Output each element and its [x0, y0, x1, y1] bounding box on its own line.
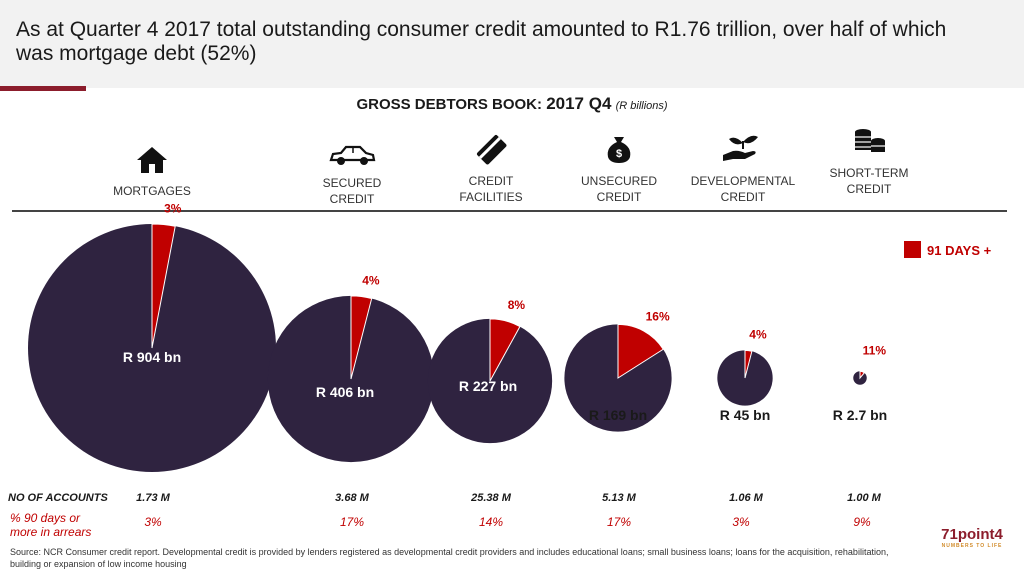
legend-label: 91 DAYS + — [927, 243, 992, 258]
arrears-cell: 17% — [339, 515, 365, 529]
chart-title-period: 2017 Q4 — [546, 94, 612, 113]
category-mortgages: MORTGAGES — [87, 145, 217, 199]
category-unsecured-line2: CREDIT — [596, 190, 642, 204]
arrears-pct-label: 11% — [863, 343, 887, 357]
chart-title-main: GROSS DEBTORS BOOK: — [356, 96, 543, 113]
category-secured-line1: SECURED — [322, 176, 382, 190]
pie-arrears-slice — [744, 349, 753, 379]
category-mortgages-line1: MORTGAGES — [113, 184, 191, 198]
accent-bar — [0, 86, 86, 91]
arrears-pct-label: 4% — [749, 328, 767, 342]
svg-text:$: $ — [616, 148, 622, 160]
hand-plant-icon — [723, 135, 758, 161]
category-unsecured-line1: UNSECURED — [580, 174, 657, 188]
category-unsecured: $ UNSECURED CREDIT — [554, 133, 684, 205]
book-total-label: R 169 bn — [589, 407, 647, 423]
money-bag-icon: $ — [607, 137, 631, 163]
house-icon — [137, 147, 167, 173]
category-secured: SECURED CREDIT — [287, 145, 417, 207]
coins-icon — [855, 129, 885, 152]
chart-title: GROSS DEBTORS BOOK: 2017 Q4 (R billions) — [0, 94, 1024, 114]
category-developmental: DEVELOPMENTAL CREDIT — [678, 133, 808, 205]
header-divider — [12, 210, 1007, 212]
car-icon — [329, 145, 376, 165]
arrears-cell: 3% — [144, 515, 162, 529]
category-shortterm: SHORT-TERM CREDIT — [804, 127, 934, 197]
category-developmental-line1: DEVELOPMENTAL — [690, 174, 796, 188]
accounts-cell: 5.13 M — [602, 492, 636, 504]
category-shortterm-line2: CREDIT — [846, 182, 892, 196]
book-total-label: R 2.7 bn — [833, 407, 887, 423]
legend-swatch — [904, 241, 921, 258]
arrears-pct-label: 8% — [508, 298, 526, 312]
arrears-cell: 17% — [606, 515, 632, 529]
arrears-cell: 14% — [478, 515, 504, 529]
arrears-cell: 9% — [853, 515, 871, 529]
accounts-cell: 1.73 M — [136, 492, 170, 504]
logo-name: 71point4 — [941, 526, 1003, 543]
pie-arrears-slice — [350, 295, 373, 380]
book-total-label: R 45 bn — [720, 407, 771, 423]
book-total-label: R 406 bn — [316, 384, 374, 400]
category-shortterm-line1: SHORT-TERM — [829, 166, 909, 180]
accounts-row-label: NO OF ACCOUNTS — [8, 492, 108, 504]
accounts-cell: 1.06 M — [729, 492, 763, 504]
arrears-label-line1: % 90 days or — [10, 511, 81, 525]
category-facilities: CREDIT FACILITIES — [426, 133, 556, 205]
accounts-cell: 3.68 M — [335, 492, 369, 504]
page-title: As at Quarter 4 2017 total outstanding c… — [16, 18, 947, 65]
pie-arrears-slice — [151, 223, 176, 349]
pie-arrears-slice — [617, 323, 664, 379]
category-secured-line2: CREDIT — [329, 192, 375, 206]
book-total-label: R 227 bn — [459, 378, 517, 394]
legend: 91 DAYS + — [904, 241, 991, 258]
category-developmental-line2: CREDIT — [720, 190, 766, 204]
chart-title-unit: (R billions) — [615, 100, 668, 112]
accounts-cell: 25.38 M — [471, 492, 511, 504]
pie-arrears-slice — [489, 318, 521, 382]
credit-card-icon — [476, 134, 507, 165]
source-note: Source: NCR Consumer credit report. Deve… — [10, 547, 889, 569]
arrears-pct-label: 4% — [362, 274, 380, 288]
arrears-pct-label: 16% — [646, 310, 670, 324]
arrears-pct-label: 3% — [164, 202, 182, 216]
logo-tagline: NUMBERS TO LIFE — [941, 543, 1003, 549]
pie-arrears-slice — [859, 370, 866, 380]
company-logo: 71point4 NUMBERS TO LIFE — [932, 526, 1012, 549]
category-facilities-line2: FACILITIES — [459, 190, 523, 204]
arrears-row-label: % 90 days or more in arrears — [10, 511, 91, 539]
accounts-cell: 1.00 M — [847, 492, 881, 504]
book-total-label: R 904 bn — [123, 349, 181, 365]
arrears-label-line2: more in arrears — [10, 525, 92, 539]
header-band — [0, 0, 1024, 88]
category-facilities-line1: CREDIT — [468, 174, 514, 188]
arrears-cell: 3% — [732, 515, 750, 529]
